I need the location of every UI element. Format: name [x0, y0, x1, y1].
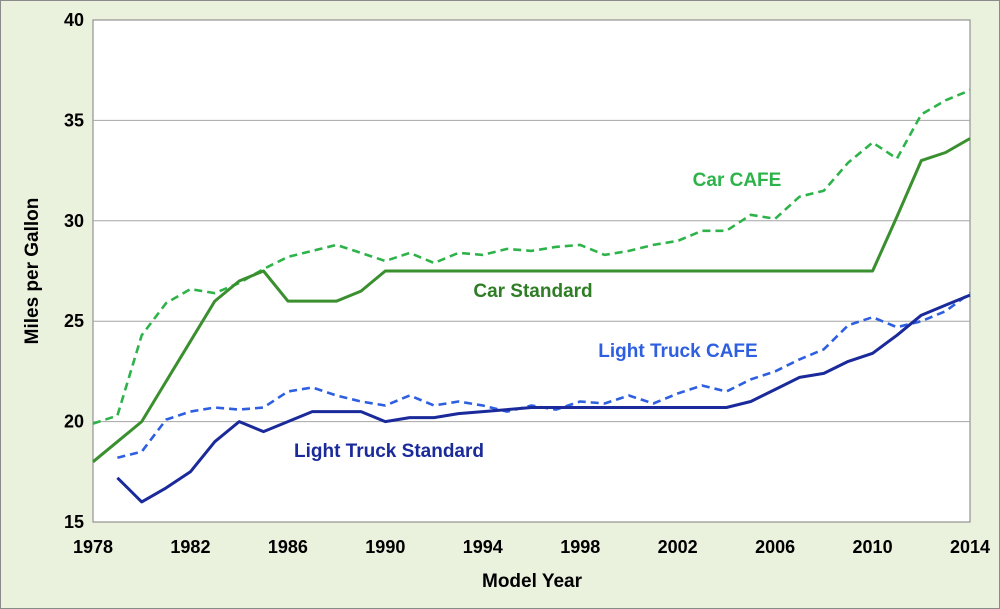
- y-tick-label: 30: [64, 211, 84, 231]
- x-axis-title: Model Year: [482, 571, 583, 592]
- x-tick-label: 2002: [658, 537, 698, 557]
- series-label-light-truck-standard: Light Truck Standard: [294, 441, 484, 462]
- x-tick-label: 1986: [268, 537, 308, 557]
- series-label-light-truck-cafe: Light Truck CAFE: [598, 341, 757, 362]
- series-line-car-cafe: [92, 89, 971, 425]
- y-tick-label: 40: [64, 10, 84, 30]
- series-line-car-standard: [92, 137, 971, 463]
- x-tick-labels: 1978 1982 1986 1990 1994 1998 2002 2006 2010 2014: [73, 537, 990, 557]
- x-tick-label: 2010: [853, 537, 893, 557]
- x-tick-label: 2006: [755, 537, 795, 557]
- series-labels: Car CAFE Car Standard Light Truck CAFE Ligh…: [294, 170, 781, 462]
- y-axis-title: Miles per Gallon: [22, 198, 43, 345]
- series-line-light-truck-standard: [116, 293, 971, 504]
- y-tick-labels: 15 20 25 30 35 40: [64, 10, 84, 532]
- x-tick-label: 1982: [170, 537, 210, 557]
- x-tick-label: 1998: [560, 537, 600, 557]
- x-tick-label: 2014: [950, 537, 990, 557]
- y-tick-label: 20: [64, 412, 84, 432]
- y-tick-label: 15: [64, 512, 84, 532]
- y-tick-label: 35: [64, 110, 84, 130]
- series-lines: [92, 89, 971, 504]
- x-tick-label: 1978: [73, 537, 113, 557]
- series-label-car-cafe: Car CAFE: [693, 170, 782, 191]
- x-tick-label: 1990: [365, 537, 405, 557]
- x-tick-label: 1994: [463, 537, 503, 557]
- series-label-car-standard: Car Standard: [473, 281, 592, 302]
- y-tick-label: 25: [64, 311, 84, 331]
